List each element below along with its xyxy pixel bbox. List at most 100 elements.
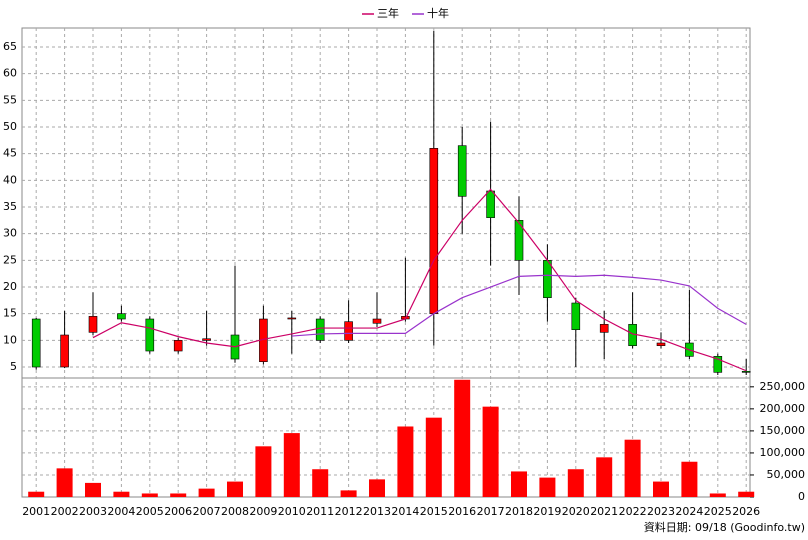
candle-body <box>599 324 609 333</box>
x-tick-label: 2004 <box>107 505 135 518</box>
candle-body <box>514 220 524 261</box>
y2-tick-label: 250,000 <box>760 380 806 393</box>
x-tick-label: 2014 <box>391 505 419 518</box>
candle-body <box>571 302 581 330</box>
candle-body <box>145 318 155 352</box>
y-tick-label: 40 <box>3 173 17 186</box>
candle-body <box>741 370 751 373</box>
y-tick-label: 30 <box>3 227 17 240</box>
candle-body <box>88 316 98 333</box>
candle-body <box>656 342 666 346</box>
x-tick-label: 2006 <box>164 505 192 518</box>
x-tick-label: 2011 <box>306 505 334 518</box>
x-tick-label: 2018 <box>505 505 533 518</box>
y-tick-label: 10 <box>3 333 17 346</box>
volume-bar <box>170 493 187 497</box>
candle-body <box>713 356 723 373</box>
volume-bar <box>596 457 613 497</box>
y-tick-label: 50 <box>3 120 17 133</box>
volume-bar <box>340 490 357 497</box>
candle-body <box>287 317 297 320</box>
volume-bar <box>511 471 527 497</box>
x-tick-label: 2007 <box>193 505 221 518</box>
x-tick-label: 2008 <box>221 505 249 518</box>
volume-bar <box>28 491 45 497</box>
x-tick-label: 2022 <box>619 505 647 518</box>
volume-bar <box>227 481 243 497</box>
legend-label: 三年 <box>377 6 399 20</box>
candle-body <box>117 313 126 320</box>
candle-body <box>173 340 183 352</box>
y2-tick-label: 200,000 <box>760 402 806 415</box>
source-note: 資料日期: 09/18 (Goodinfo.tw) <box>644 520 805 534</box>
y-tick-label: 65 <box>3 40 17 53</box>
volume-bar <box>425 417 442 497</box>
y-tick-label: 35 <box>3 200 17 213</box>
volume-bar <box>369 479 385 497</box>
x-tick-label: 2013 <box>363 505 391 518</box>
volume-bar <box>539 477 556 497</box>
candle-body <box>315 318 325 341</box>
volume-bar <box>56 468 73 497</box>
y2-tick-label: 150,000 <box>760 424 806 437</box>
x-tick-label: 2001 <box>22 505 50 518</box>
volume-bar <box>681 461 698 497</box>
x-tick-label: 2010 <box>278 505 306 518</box>
y-tick-label: 15 <box>3 307 17 320</box>
y2-tick-label: 50,000 <box>767 468 806 481</box>
volume-bar <box>738 491 755 497</box>
x-tick-label: 2005 <box>136 505 164 518</box>
volume-bar <box>482 406 499 497</box>
legend-label: 十年 <box>427 6 449 20</box>
y-tick-label: 55 <box>3 93 17 106</box>
y2-tick-label: 100,000 <box>760 446 806 459</box>
y-tick-label: 20 <box>3 280 17 293</box>
volume-bar <box>624 439 641 497</box>
x-tick-label: 2017 <box>477 505 505 518</box>
ma-line <box>291 274 747 337</box>
volume-bar <box>454 379 471 497</box>
volume-bar <box>567 469 584 497</box>
volume-bar <box>397 426 414 497</box>
x-tick-label: 2023 <box>647 505 675 518</box>
y-tick-label: 5 <box>10 360 17 373</box>
y-tick-label: 60 <box>3 67 17 80</box>
volume-bar <box>653 481 669 497</box>
y-tick-label: 45 <box>3 147 17 160</box>
volume-bar <box>85 482 101 497</box>
volume-bar <box>312 469 329 497</box>
volume-bar <box>255 446 272 497</box>
candle-body <box>543 260 552 298</box>
x-tick-label: 2019 <box>533 505 561 518</box>
volume-bar <box>141 493 158 497</box>
x-tick-label: 2020 <box>562 505 590 518</box>
x-tick-label: 2009 <box>249 505 277 518</box>
candle-body <box>372 318 382 324</box>
ma-line <box>92 188 747 372</box>
x-tick-label: 2021 <box>590 505 618 518</box>
x-tick-label: 2016 <box>448 505 476 518</box>
candle-body <box>31 318 41 368</box>
volume-bar <box>198 488 215 497</box>
candle-body <box>429 148 439 314</box>
x-tick-label: 2025 <box>704 505 732 518</box>
x-tick-label: 2012 <box>335 505 363 518</box>
volume-bar <box>283 433 300 497</box>
x-tick-label: 2024 <box>675 505 703 518</box>
x-tick-label: 2002 <box>51 505 79 518</box>
x-tick-label: 2003 <box>79 505 107 518</box>
candle-body <box>344 321 353 341</box>
volume-bar <box>709 493 726 497</box>
x-tick-label: 2015 <box>420 505 448 518</box>
y2-tick-label: 0 <box>798 490 805 503</box>
y-tick-label: 25 <box>3 253 17 266</box>
plot-frame <box>21 27 751 498</box>
x-tick-label: 2026 <box>732 505 760 518</box>
candle-body <box>202 338 211 341</box>
volume-bar <box>113 491 130 497</box>
candle-body <box>486 190 495 218</box>
candle-body <box>457 145 467 197</box>
candle-body <box>60 334 69 368</box>
